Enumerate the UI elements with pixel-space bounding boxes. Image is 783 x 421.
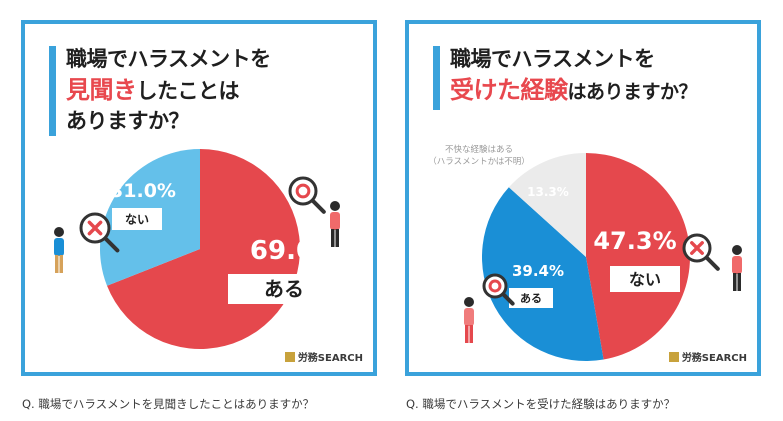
category-label-2-box — [112, 208, 162, 230]
person-leg — [733, 273, 737, 291]
value-label-1: 47.3% — [593, 227, 676, 255]
person-illustration — [464, 297, 474, 343]
person-leg — [55, 255, 59, 273]
person-leg — [331, 229, 335, 247]
category-label-1-box — [610, 266, 680, 292]
logo-text: 労務SEARCH — [297, 353, 363, 364]
person-body — [464, 308, 474, 326]
magnifier-icon — [482, 273, 515, 306]
chart-panel-1: 職場でハラスメントを 見聞きしたことは ありますか？ 69.0% ある 31.0% な… — [21, 20, 377, 376]
person-leg — [465, 325, 469, 343]
title-highlight: 受けた経験 — [450, 75, 568, 104]
brand-logo: 労務SEARCH — [668, 349, 747, 364]
person-leg — [335, 229, 339, 247]
value-label-1: 69.0% — [250, 236, 340, 266]
pie-slice-1 — [586, 153, 691, 360]
title-line-1: 職場でハラスメントを — [450, 47, 655, 71]
cross-mark-icon — [690, 241, 704, 255]
person-head — [732, 245, 742, 255]
title-accent-bar — [433, 46, 440, 110]
title-line-2-rest: したことは — [136, 78, 240, 103]
logo-text: 労務SEARCH — [681, 353, 747, 364]
value-label-2: 31.0% — [110, 180, 176, 202]
logo-icon — [668, 351, 679, 362]
title-line-1: 職場でハラスメントを — [66, 47, 271, 71]
chart-title-1: 職場でハラスメントを 見聞きしたことは ありますか？ — [66, 45, 366, 135]
circle-mark-icon — [488, 279, 502, 293]
magnifier-icon — [288, 176, 326, 214]
person-body — [330, 212, 340, 230]
pie-slice-3 — [508, 153, 586, 257]
category-label-2: ない — [125, 212, 149, 226]
category-label-1: ある — [264, 277, 304, 301]
magnifier-handle — [102, 235, 120, 253]
chart-title-2: 職場でハラスメントを 受けた経験はありますか？ — [450, 45, 755, 107]
magnifier-lens — [288, 176, 318, 206]
magnifier-lens — [482, 273, 508, 299]
chart-panel-2: 職場でハラスメントを 受けた経験はありますか？ 47.3% ない 39.4% ある 13… — [405, 20, 761, 376]
magnifier-handle — [310, 198, 326, 214]
person-illustration — [732, 245, 742, 291]
magnifier-handle — [704, 255, 720, 271]
pie-chart-2: 47.3% ない 39.4% ある 13.3% 不快な経験はある（ハラスメントかは不明） — [428, 144, 742, 362]
cross-mark-icon — [87, 220, 103, 236]
value-label-2: 39.4% — [512, 262, 564, 280]
category-label-2: ある — [520, 292, 542, 305]
magnifier-icon — [79, 212, 120, 253]
person-head — [54, 227, 64, 237]
logo-icon — [284, 351, 295, 362]
category-label-3: （ハラスメントかは不明） — [428, 156, 530, 167]
category-label-2-box — [509, 288, 553, 308]
title-line-2-rest: はありますか？ — [567, 80, 698, 103]
caption-1: Q. 職場でハラスメントを見聞きしたことはありますか？ — [22, 397, 315, 411]
category-label-1-box — [228, 274, 340, 304]
person-head — [464, 297, 474, 307]
person-leg — [59, 255, 63, 273]
value-label-3: 13.3% — [527, 185, 569, 199]
person-body — [54, 238, 64, 256]
person-leg — [469, 325, 473, 343]
title-highlight: 見聞き — [66, 75, 137, 104]
person-body — [732, 256, 742, 274]
category-label-3: 不快な経験はある — [445, 144, 513, 155]
caption-2: Q. 職場でハラスメントを受けた経験はありますか？ — [406, 397, 676, 411]
title-accent-bar — [49, 46, 56, 136]
person-illustration — [54, 227, 64, 273]
person-head — [330, 201, 340, 211]
magnifier-icon — [682, 233, 720, 271]
magnifier-handle — [500, 291, 515, 306]
circle-mark-icon — [295, 183, 311, 199]
person-illustration — [330, 201, 340, 247]
category-label-1: ない — [629, 270, 661, 289]
pie-chart-1: 69.0% ある 31.0% ない — [54, 149, 340, 349]
brand-logo: 労務SEARCH — [284, 349, 363, 364]
title-line-3: ありますか？ — [66, 108, 190, 133]
pie-slice-2 — [482, 187, 604, 362]
person-leg — [737, 273, 741, 291]
